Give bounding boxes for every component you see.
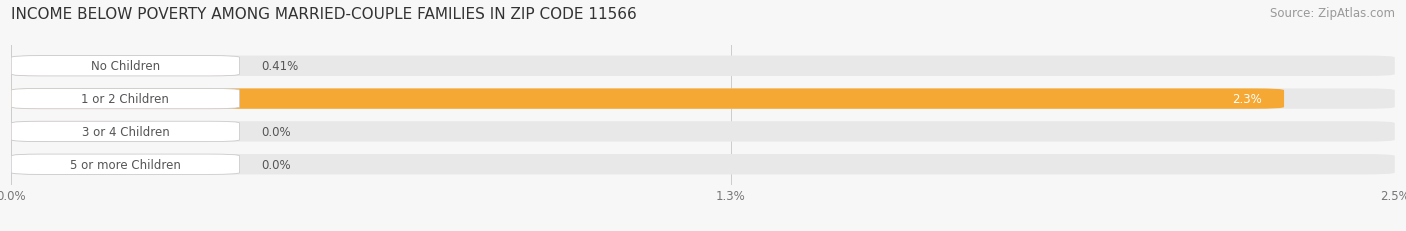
Text: 0.41%: 0.41% [262, 60, 299, 73]
Text: 2.3%: 2.3% [1232, 93, 1263, 106]
FancyBboxPatch shape [11, 89, 1395, 109]
FancyBboxPatch shape [11, 56, 1395, 77]
Text: 0.0%: 0.0% [262, 125, 291, 138]
Text: 1 or 2 Children: 1 or 2 Children [82, 93, 169, 106]
FancyBboxPatch shape [11, 154, 1395, 175]
FancyBboxPatch shape [11, 122, 136, 142]
Text: No Children: No Children [91, 60, 160, 73]
FancyBboxPatch shape [11, 154, 239, 175]
FancyBboxPatch shape [11, 89, 239, 109]
FancyBboxPatch shape [11, 56, 239, 77]
FancyBboxPatch shape [11, 89, 1284, 109]
Text: INCOME BELOW POVERTY AMONG MARRIED-COUPLE FAMILIES IN ZIP CODE 11566: INCOME BELOW POVERTY AMONG MARRIED-COUPL… [11, 7, 637, 22]
FancyBboxPatch shape [11, 154, 136, 175]
Text: 0.0%: 0.0% [262, 158, 291, 171]
Text: 3 or 4 Children: 3 or 4 Children [82, 125, 169, 138]
FancyBboxPatch shape [11, 122, 1395, 142]
Text: 5 or more Children: 5 or more Children [70, 158, 181, 171]
Text: Source: ZipAtlas.com: Source: ZipAtlas.com [1270, 7, 1395, 20]
FancyBboxPatch shape [11, 122, 239, 142]
FancyBboxPatch shape [11, 56, 238, 77]
